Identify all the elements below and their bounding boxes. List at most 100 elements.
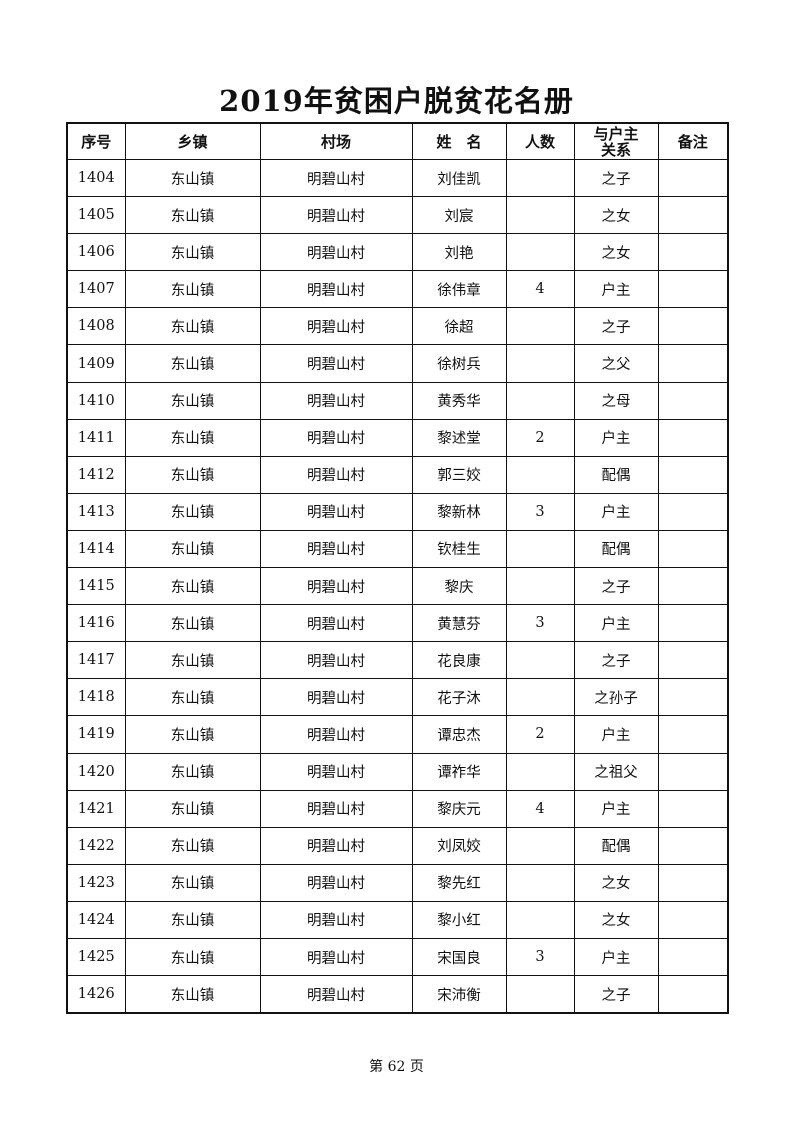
cell-col-name: 宋国良 — [411, 937, 507, 977]
cell-col-name: 钦桂生 — [411, 529, 507, 569]
cell-col-town: 东山镇 — [124, 418, 261, 457]
cell-col-remark — [657, 678, 729, 717]
cell-col-remark — [657, 567, 729, 606]
cell-col-remark — [657, 381, 729, 420]
cell-col-relation: 户主 — [573, 604, 659, 643]
cell-col-index: 1423 — [66, 863, 126, 902]
cell-col-name: 郭三姣 — [411, 455, 507, 494]
cell-col-village: 明碧山村 — [259, 196, 413, 235]
cell-col-relation: 之女 — [573, 863, 659, 902]
header-col-remark: 备注 — [657, 122, 729, 160]
cell-col-village: 明碧山村 — [259, 455, 413, 494]
cell-col-village: 明碧山村 — [259, 641, 413, 680]
cell-col-remark — [657, 752, 729, 791]
cell-col-relation: 之子 — [573, 641, 659, 680]
cell-col-count — [505, 678, 575, 717]
cell-col-count: 3 — [505, 604, 575, 643]
cell-col-index: 1418 — [66, 678, 126, 717]
table-row: 1415 东山镇 明碧山村 黎庆 之子 — [66, 567, 729, 606]
cell-col-name: 黎先红 — [411, 863, 507, 902]
cell-col-count — [505, 307, 575, 346]
cell-col-name: 宋沛衡 — [411, 975, 507, 1014]
header-col-count: 人数 — [505, 122, 575, 160]
table-row: 1404 东山镇 明碧山村 刘佳凯 之子 — [66, 158, 729, 198]
cell-col-remark — [657, 233, 729, 272]
cell-col-count — [505, 233, 575, 272]
cell-col-remark — [657, 529, 729, 569]
table-row: 1418 东山镇 明碧山村 花子沐 之孙子 — [66, 678, 729, 717]
cell-col-count: 2 — [505, 715, 575, 754]
cell-col-index: 1413 — [66, 492, 126, 531]
cell-col-village: 明碧山村 — [259, 344, 413, 383]
cell-col-village: 明碧山村 — [259, 863, 413, 902]
cell-col-name: 刘宸 — [411, 196, 507, 235]
cell-col-count — [505, 344, 575, 383]
cell-col-count — [505, 158, 575, 198]
cell-col-name: 黎庆元 — [411, 789, 507, 828]
table-row: 1425 东山镇 明碧山村 宋国良 3 户主 — [66, 937, 729, 977]
cell-col-remark — [657, 937, 729, 977]
cell-col-name: 刘艳 — [411, 233, 507, 272]
cell-col-index: 1405 — [66, 196, 126, 235]
cell-col-relation: 配偶 — [573, 529, 659, 569]
table-row: 1414 东山镇 明碧山村 钦桂生 配偶 — [66, 529, 729, 569]
cell-col-index: 1415 — [66, 567, 126, 606]
roster-table: 序号 乡镇 村场姓 名人数 与户主 关系 备注 1404 东山镇 明碧山村 刘佳凯 之子 1405 东… — [66, 122, 729, 1015]
cell-col-index: 1404 — [66, 158, 126, 198]
table-row: 1423 东山镇 明碧山村 黎先红 之女 — [66, 863, 729, 902]
cell-col-town: 东山镇 — [124, 604, 261, 643]
cell-col-remark — [657, 418, 729, 457]
header-col-relation: 与户主 关系 — [573, 122, 659, 160]
cell-col-name: 花良康 — [411, 641, 507, 680]
cell-col-index: 1424 — [66, 900, 126, 939]
table-row: 1420 东山镇 明碧山村 谭祚华 之祖父 — [66, 752, 729, 791]
cell-col-relation: 之子 — [573, 307, 659, 346]
cell-col-name: 谭忠杰 — [411, 715, 507, 754]
cell-col-town: 东山镇 — [124, 789, 261, 828]
table-row: 1416 东山镇 明碧山村 黄慧芬 3 户主 — [66, 604, 729, 643]
cell-col-count: 4 — [505, 270, 575, 309]
cell-col-village: 明碧山村 — [259, 381, 413, 420]
cell-col-remark — [657, 641, 729, 680]
cell-col-index: 1422 — [66, 826, 126, 865]
cell-col-village: 明碧山村 — [259, 529, 413, 569]
cell-col-village: 明碧山村 — [259, 789, 413, 828]
cell-col-town: 东山镇 — [124, 863, 261, 902]
cell-col-count: 4 — [505, 789, 575, 828]
cell-col-relation: 之女 — [573, 900, 659, 939]
table-row: 1412 东山镇 明碧山村 郭三姣 配偶 — [66, 455, 729, 494]
header-col-index: 序号 — [66, 122, 126, 160]
cell-col-village: 明碧山村 — [259, 492, 413, 531]
cell-col-town: 东山镇 — [124, 307, 261, 346]
cell-col-name: 黄慧芬 — [411, 604, 507, 643]
cell-col-relation: 之母 — [573, 381, 659, 420]
cell-col-relation: 之父 — [573, 344, 659, 383]
cell-col-count — [505, 975, 575, 1014]
header-col-name: 姓 名 — [411, 122, 507, 160]
cell-col-count — [505, 381, 575, 420]
cell-col-index: 1421 — [66, 789, 126, 828]
cell-col-remark — [657, 492, 729, 531]
cell-col-count — [505, 567, 575, 606]
cell-col-town: 东山镇 — [124, 529, 261, 569]
cell-col-relation: 之子 — [573, 567, 659, 606]
cell-col-village: 明碧山村 — [259, 715, 413, 754]
cell-col-town: 东山镇 — [124, 270, 261, 309]
cell-col-name: 徐伟章 — [411, 270, 507, 309]
cell-col-count — [505, 752, 575, 791]
cell-col-remark — [657, 307, 729, 346]
cell-col-count — [505, 826, 575, 865]
cell-col-count: 3 — [505, 492, 575, 531]
cell-col-name: 刘凤姣 — [411, 826, 507, 865]
cell-col-remark — [657, 604, 729, 643]
cell-col-index: 1420 — [66, 752, 126, 791]
table-row: 1406 东山镇 明碧山村 刘艳 之女 — [66, 233, 729, 272]
cell-col-village: 明碧山村 — [259, 233, 413, 272]
cell-col-count — [505, 641, 575, 680]
cell-col-remark — [657, 863, 729, 902]
cell-col-town: 东山镇 — [124, 381, 261, 420]
cell-col-relation: 之子 — [573, 975, 659, 1014]
cell-col-name: 谭祚华 — [411, 752, 507, 791]
cell-col-name: 黎小红 — [411, 900, 507, 939]
cell-col-relation: 户主 — [573, 789, 659, 828]
